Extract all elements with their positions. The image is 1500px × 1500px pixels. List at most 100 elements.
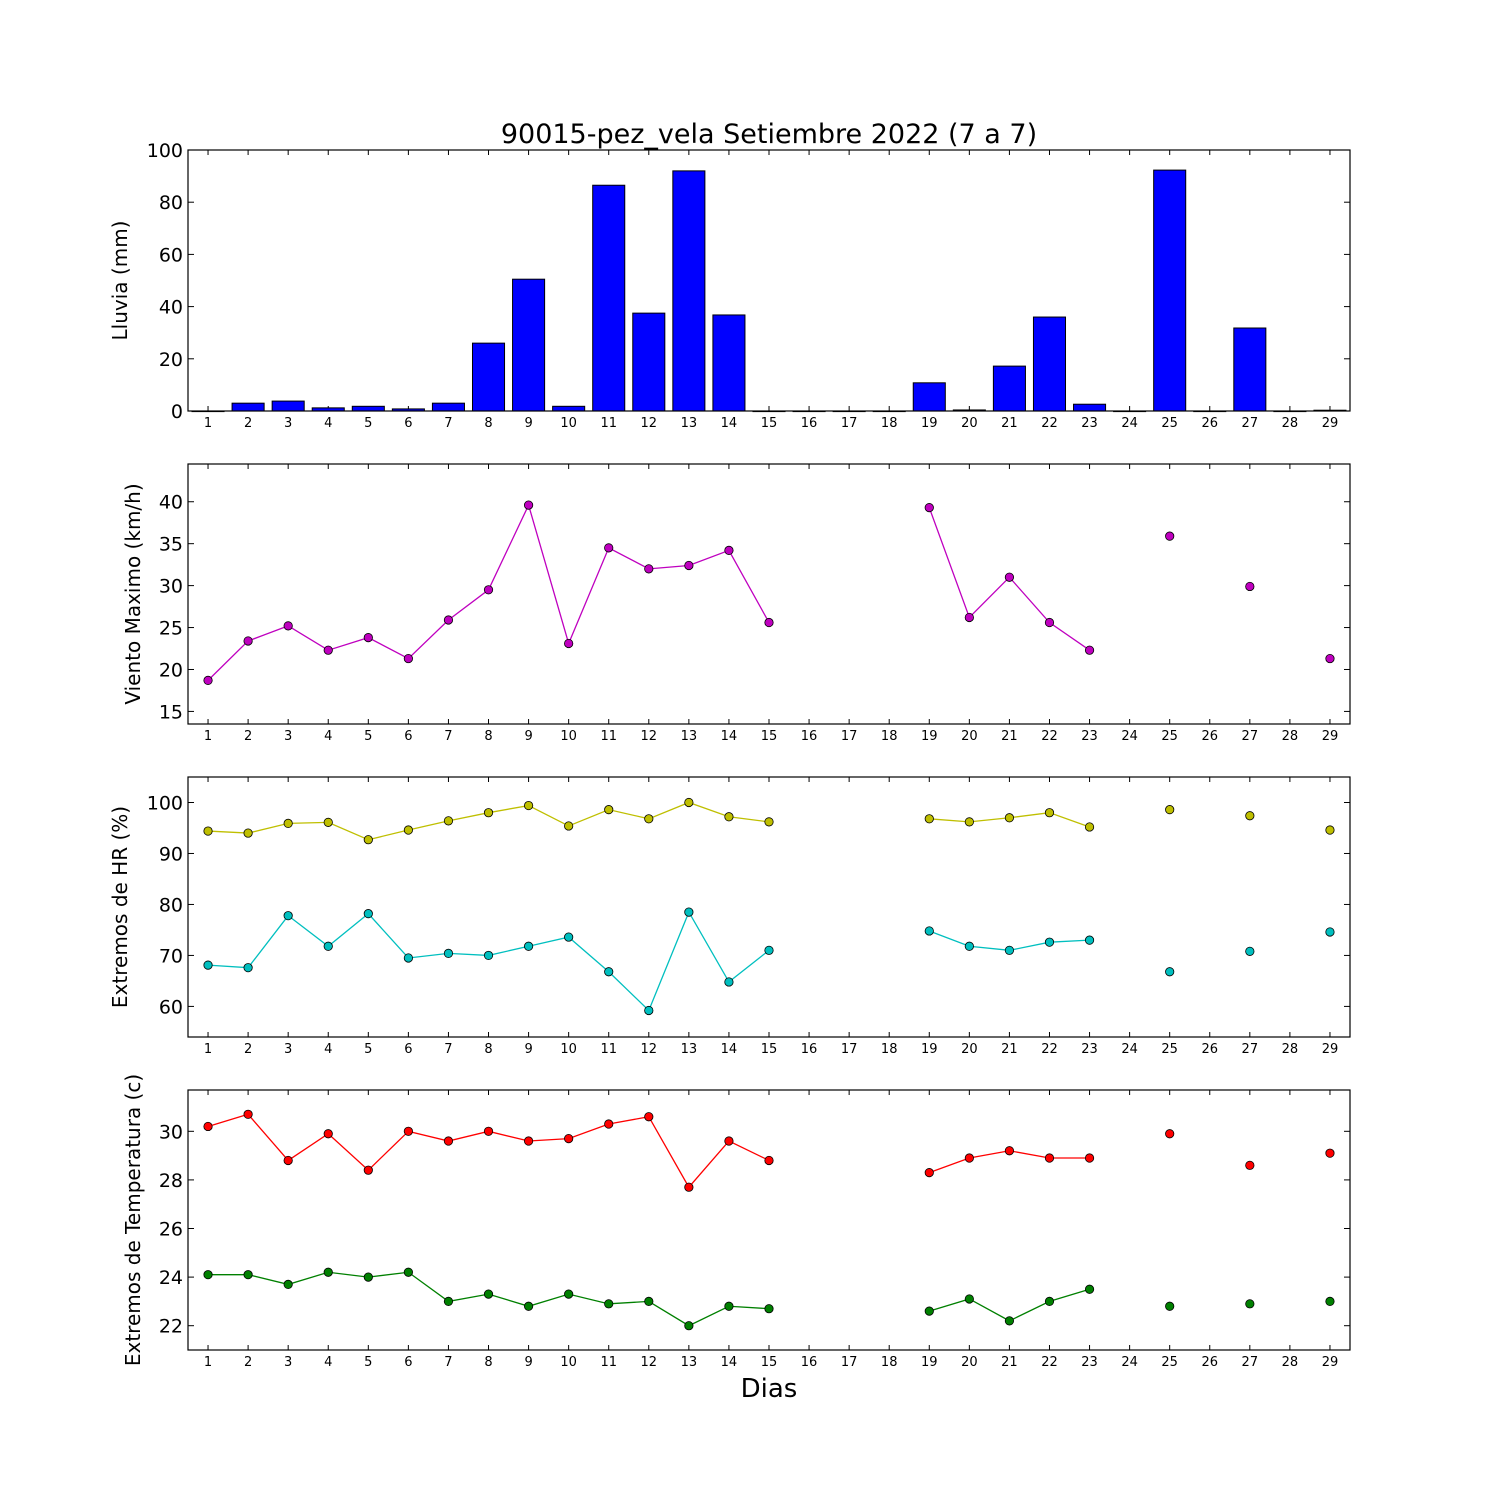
temperatura-series-2-point-day-19	[924, 1306, 934, 1316]
humedad-series-2-point-day-27	[1245, 946, 1255, 956]
humedad-x-tick-label: 26	[1201, 1042, 1218, 1057]
viento-series-1-point-day-11	[604, 543, 614, 553]
temperatura-series-2-point-day-3	[283, 1279, 293, 1289]
temperatura-series-1-point-day-12	[644, 1112, 654, 1122]
temperatura-x-tick-label: 11	[600, 1355, 617, 1370]
humedad-series-2-point-day-21	[1004, 945, 1015, 955]
humedad-series-2-point-day-10	[564, 932, 574, 942]
viento-x-tick-label: 6	[404, 729, 412, 744]
viento-x-tick-label: 25	[1161, 729, 1178, 744]
temperatura-series-1-point-day-14	[724, 1136, 734, 1146]
lluvia-y-tick-label: 80	[159, 192, 183, 214]
viento-series-1-point-day-7	[443, 615, 454, 625]
viento-series-1-point-day-15	[764, 617, 774, 628]
lluvia-x-tick-label: 14	[721, 416, 738, 431]
viento-y-tick-label: 25	[159, 618, 183, 640]
humedad-series-1-point-day-4	[323, 817, 333, 827]
temperatura-x-tick-label: 4	[324, 1355, 332, 1370]
lluvia-x-tick-label: 26	[1201, 416, 1218, 431]
temperatura-series-1-point-day-2	[243, 1109, 253, 1119]
viento-x-tick-label: 8	[484, 729, 492, 744]
lluvia-x-tick-label: 18	[881, 416, 898, 431]
humedad-series-2-line	[207, 910, 770, 1012]
viento-y-tick-label: 35	[159, 534, 183, 556]
humedad-y-tick-label: 90	[159, 843, 183, 865]
humedad-x-tick-label: 22	[1041, 1042, 1058, 1057]
humedad-x-tick-label: 20	[961, 1042, 978, 1057]
viento-x-tick-label: 29	[1322, 729, 1339, 744]
temperatura-series-2-point-day-13	[684, 1321, 694, 1331]
viento-x-tick-label: 14	[721, 729, 738, 744]
humedad-x-tick-label: 9	[524, 1042, 532, 1057]
temperatura-series-2-point-day-20	[964, 1294, 974, 1304]
temperatura-series-1-point-day-23	[1084, 1153, 1095, 1163]
lluvia-x-tick-label: 17	[841, 416, 858, 431]
lluvia-bar-day-27	[1233, 327, 1267, 412]
viento-series-1-point-day-23	[1084, 645, 1095, 655]
lluvia-y-axis-label: Lluvia (mm)	[108, 221, 132, 341]
lluvia-y-tick-label: 40	[159, 297, 183, 319]
temperatura-y-axis-label: Extremos de Temperatura (c)	[121, 1074, 145, 1366]
viento-x-tick-label: 1	[204, 729, 212, 744]
humedad-series-1-point-day-19	[924, 814, 934, 824]
humedad-x-tick-label: 7	[444, 1042, 452, 1057]
lluvia-x-tick-label: 9	[524, 416, 532, 431]
humedad-series-2-point-day-23	[1084, 935, 1095, 945]
viento-series-1-point-day-14	[724, 545, 734, 555]
humedad-x-tick-label: 18	[881, 1042, 898, 1057]
humedad-series-1-point-day-6	[403, 825, 413, 835]
lluvia-bar-day-23	[1073, 403, 1107, 412]
lluvia-plot-frame	[187, 149, 1351, 412]
lluvia-x-tick-label: 3	[284, 416, 292, 431]
temperatura-series-1-point-day-4	[323, 1129, 333, 1139]
lluvia-bar-day-5	[351, 405, 385, 412]
humedad-plot-frame	[187, 776, 1351, 1038]
viento-x-tick-label: 4	[324, 729, 332, 744]
viento-x-tick-label: 11	[600, 729, 617, 744]
temperatura-x-tick-label: 2	[244, 1355, 252, 1370]
temperatura-x-tick-label: 29	[1322, 1355, 1339, 1370]
temperatura-x-tick-label: 17	[841, 1355, 858, 1370]
humedad-x-tick-label: 27	[1242, 1042, 1259, 1057]
lluvia-x-tick-label: 24	[1121, 416, 1138, 431]
humedad-series-2-point-day-3	[283, 911, 293, 921]
lluvia-x-tick-label: 12	[641, 416, 658, 431]
temperatura-x-tick-label: 18	[881, 1355, 898, 1370]
humedad-x-tick-label: 15	[761, 1042, 778, 1057]
temperatura-x-tick-label: 22	[1041, 1355, 1058, 1370]
viento-x-tick-label: 13	[681, 729, 698, 744]
temperatura-plot-frame	[187, 1089, 1351, 1351]
temperatura-x-tick-label: 21	[1001, 1355, 1018, 1370]
viento-x-tick-label: 5	[364, 729, 372, 744]
lluvia-x-tick-label: 6	[404, 416, 412, 431]
viento-series-1-point-day-12	[644, 564, 654, 574]
temperatura-x-tick-label: 7	[444, 1355, 452, 1370]
temperatura-series-1-point-day-13	[684, 1182, 694, 1192]
temperatura-x-tick-label: 28	[1282, 1355, 1299, 1370]
humedad-series-2-point-day-2	[243, 963, 253, 973]
humedad-series-2-point-day-4	[323, 941, 333, 951]
temperatura-x-tick-label: 16	[801, 1355, 818, 1370]
lluvia-bar-day-8	[471, 342, 506, 412]
temperatura-series-1-point-day-9	[523, 1136, 534, 1146]
lluvia-bar-day-10	[552, 405, 586, 412]
humedad-series-2-point-day-29	[1325, 927, 1335, 937]
humedad-y-tick-label: 100	[147, 792, 183, 814]
humedad-series-2-point-day-20	[964, 941, 974, 951]
humedad-series-1-point-day-23	[1084, 822, 1095, 832]
temperatura-series-2-point-day-4	[323, 1267, 333, 1277]
humedad-x-tick-label: 8	[484, 1042, 492, 1057]
viento-x-tick-label: 26	[1201, 729, 1218, 744]
temperatura-series-2-point-day-25	[1165, 1301, 1175, 1311]
humedad-series-1-point-day-8	[483, 808, 494, 818]
humedad-series-1-point-day-10	[564, 821, 574, 831]
humedad-series-1-point-day-14	[724, 812, 734, 822]
humedad-x-tick-label: 14	[721, 1042, 738, 1057]
viento-series-1-point-day-8	[483, 585, 494, 595]
humedad-y-axis-label: Extremos de HR (%)	[108, 806, 132, 1008]
humedad-series-2-point-day-5	[363, 909, 373, 919]
humedad-x-tick-label: 25	[1161, 1042, 1178, 1057]
humedad-series-2-point-day-22	[1044, 937, 1055, 947]
temperatura-series-2-point-day-2	[243, 1270, 253, 1280]
temperatura-x-tick-label: 8	[484, 1355, 492, 1370]
